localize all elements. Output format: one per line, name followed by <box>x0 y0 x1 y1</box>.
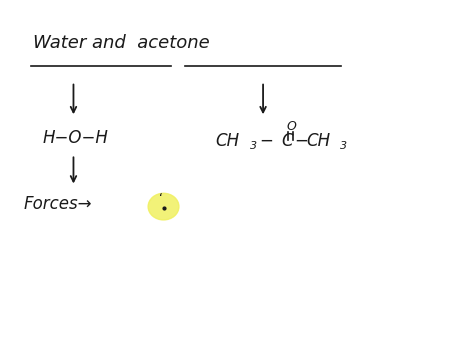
Text: 3: 3 <box>340 141 347 151</box>
Text: O: O <box>287 120 296 132</box>
Text: H−O−H: H−O−H <box>43 130 109 147</box>
Text: C: C <box>281 132 293 150</box>
Text: ‘: ‘ <box>159 192 163 205</box>
Text: 3: 3 <box>250 141 257 151</box>
Text: CH: CH <box>307 132 331 150</box>
Text: CH: CH <box>216 132 240 150</box>
Text: Forces→: Forces→ <box>24 195 92 213</box>
Text: −: − <box>259 132 273 150</box>
Text: −: − <box>294 132 308 150</box>
Text: Water and  acetone: Water and acetone <box>33 34 210 51</box>
Ellipse shape <box>148 193 179 220</box>
